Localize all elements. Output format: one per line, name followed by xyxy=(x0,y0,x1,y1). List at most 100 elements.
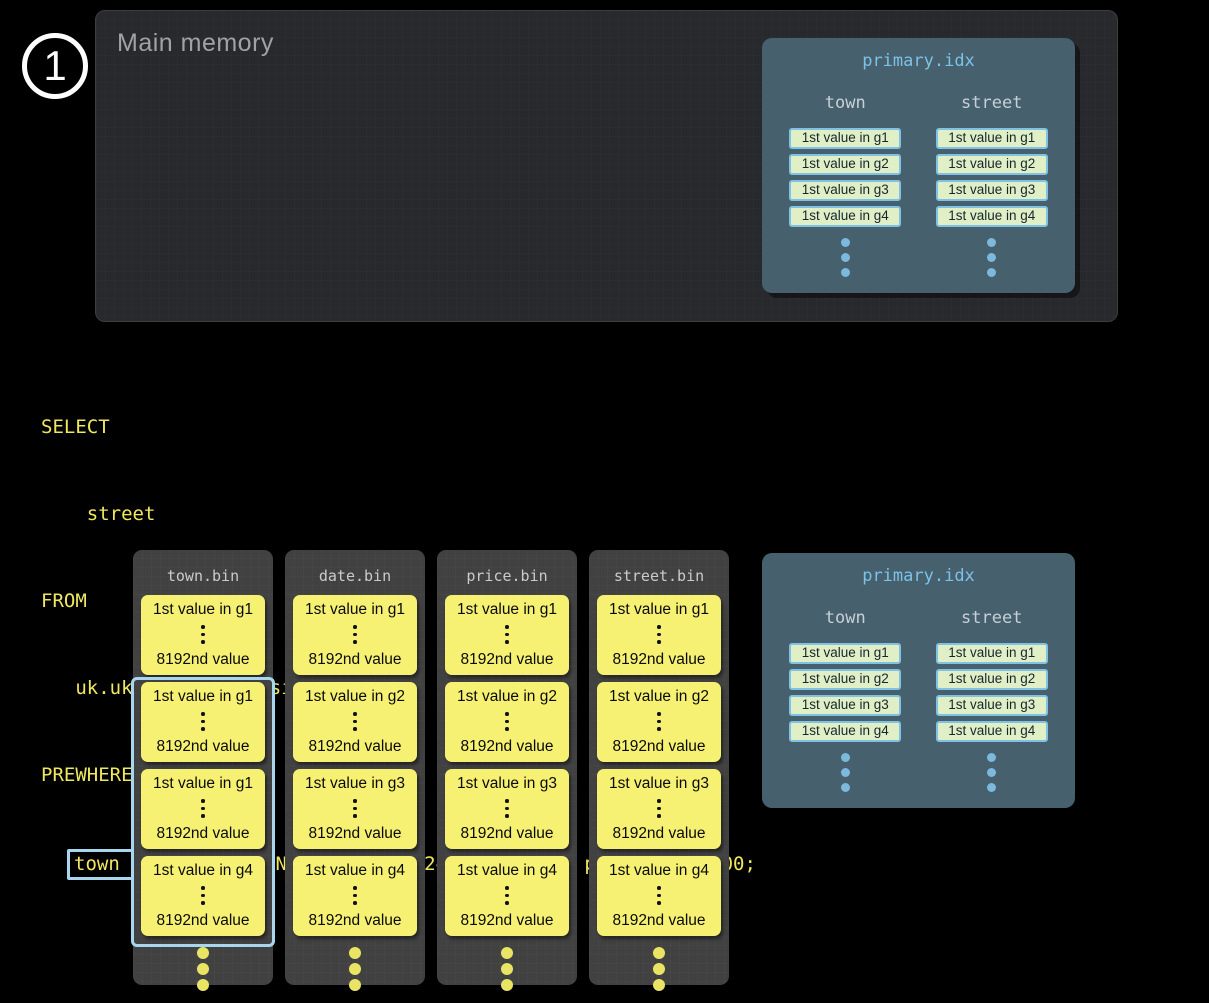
primary-index-title: primary.idx xyxy=(862,566,975,586)
granule-last-value: 8192nd value xyxy=(612,825,706,842)
granule-first-value: 1st value in g1 xyxy=(609,601,709,618)
granule-last-value: 8192nd value xyxy=(156,912,250,929)
index-entry: 1st value in g2 xyxy=(935,154,1048,175)
granule-dots-icon xyxy=(657,625,661,644)
ellipsis-dots-icon xyxy=(987,238,997,277)
index-entry: 1st value in g3 xyxy=(789,695,902,716)
index-entry: 1st value in g2 xyxy=(789,669,902,690)
granule-last-value: 8192nd value xyxy=(460,738,554,755)
step-badge: 1 xyxy=(22,33,88,99)
granule-first-value: 1st value in g2 xyxy=(457,688,557,705)
main-memory-title: Main memory xyxy=(117,29,274,57)
index-column-header: town xyxy=(824,608,866,628)
bin-file-column-town-bin: town.bin 1st value in g1 8192nd value 1s… xyxy=(131,550,275,991)
ellipsis-dots-icon xyxy=(285,947,425,991)
granule-last-value: 8192nd value xyxy=(612,651,706,668)
granule-first-value: 1st value in g4 xyxy=(305,862,405,879)
granule-last-value: 8192nd value xyxy=(156,825,250,842)
index-entry: 1st value in g1 xyxy=(789,128,902,149)
bin-file-title: price.bin xyxy=(466,567,548,585)
sql-line: SELECT xyxy=(41,416,110,438)
granule-block: 1st value in g1 8192nd value xyxy=(141,682,265,762)
step-number: 1 xyxy=(43,42,67,89)
granule-first-value: 1st value in g4 xyxy=(457,862,557,879)
ellipsis-dots-icon xyxy=(840,238,850,277)
granule-dots-icon xyxy=(353,712,357,731)
granule-first-value: 1st value in g3 xyxy=(457,775,557,792)
granule-dots-icon xyxy=(353,799,357,818)
granule-dots-icon xyxy=(201,712,205,731)
index-entry-list: 1st value in g1 1st value in g2 1st value … xyxy=(789,643,902,742)
bin-file-column-date-bin: date.bin 1st value in g1 8192nd value 1s… xyxy=(285,550,425,991)
granule-first-value: 1st value in g4 xyxy=(609,862,709,879)
ellipsis-dots-icon xyxy=(840,753,850,792)
granule-block: 1st value in g4 8192nd value xyxy=(141,856,265,936)
primary-index-columns: town 1st value in g1 1st value in g2 1st v… xyxy=(772,93,1065,277)
granule-dots-icon xyxy=(353,886,357,905)
granule-first-value: 1st value in g1 xyxy=(153,601,253,618)
granule-last-value: 8192nd value xyxy=(308,651,402,668)
primary-index-panel-memory: primary.idx town 1st value in g1 1st valu… xyxy=(762,38,1075,293)
index-entry: 1st value in g3 xyxy=(935,180,1048,201)
index-entry-list: 1st value in g1 1st value in g2 1st value … xyxy=(935,128,1048,227)
primary-index-title: primary.idx xyxy=(862,51,975,71)
bin-file-title: date.bin xyxy=(318,567,392,585)
index-column-street: street 1st value in g1 1st value in g2 1st… xyxy=(919,93,1066,277)
granule-dots-icon xyxy=(505,799,509,818)
granule-dots-icon xyxy=(505,886,509,905)
granule-block: 1st value in g1 8192nd value xyxy=(597,595,721,675)
granule-first-value: 1st value in g2 xyxy=(305,688,405,705)
granule-block: 1st value in g1 8192nd value xyxy=(293,595,417,675)
granule-dots-icon xyxy=(201,799,205,818)
index-entry: 1st value in g3 xyxy=(789,180,902,201)
index-entry: 1st value in g2 xyxy=(789,154,902,175)
granule-block: 1st value in g3 8192nd value xyxy=(597,769,721,849)
index-column-header: town xyxy=(824,93,866,113)
bin-file-column-street-bin: street.bin 1st value in g1 8192nd value … xyxy=(589,550,729,991)
granule-list: 1st value in g1 8192nd value 1st value i… xyxy=(445,595,569,936)
granule-block: 1st value in g4 8192nd value xyxy=(597,856,721,936)
index-entry: 1st value in g2 xyxy=(935,669,1048,690)
granule-first-value: 1st value in g3 xyxy=(609,775,709,792)
granule-block: 1st value in g2 8192nd value xyxy=(445,682,569,762)
granule-last-value: 8192nd value xyxy=(460,912,554,929)
granule-dots-icon xyxy=(657,712,661,731)
bin-file-title: town.bin xyxy=(166,567,240,585)
granule-list: 1st value in g1 8192nd value 1st value i… xyxy=(293,595,417,936)
granule-first-value: 1st value in g1 xyxy=(153,688,253,705)
index-column-town: town 1st value in g1 1st value in g2 1st v… xyxy=(772,93,919,277)
index-column-header: street xyxy=(961,93,1023,113)
granule-last-value: 8192nd value xyxy=(308,825,402,842)
granule-dots-icon xyxy=(201,886,205,905)
granule-dots-icon xyxy=(505,625,509,644)
granule-last-value: 8192nd value xyxy=(612,912,706,929)
ellipsis-dots-icon xyxy=(987,753,997,792)
granule-block: 1st value in g2 8192nd value xyxy=(293,682,417,762)
index-entry-list: 1st value in g1 1st value in g2 1st value … xyxy=(789,128,902,227)
sql-line: street xyxy=(41,503,156,525)
index-entry: 1st value in g1 xyxy=(935,128,1048,149)
index-entry-list: 1st value in g1 1st value in g2 1st value … xyxy=(935,643,1048,742)
granule-dots-icon xyxy=(353,625,357,644)
granule-last-value: 8192nd value xyxy=(156,651,250,668)
granule-dots-icon xyxy=(657,799,661,818)
granule-block: 1st value in g1 8192nd value xyxy=(141,769,265,849)
granule-block: 1st value in g4 8192nd value xyxy=(293,856,417,936)
granule-block: 1st value in g1 8192nd value xyxy=(445,595,569,675)
granule-last-value: 8192nd value xyxy=(308,738,402,755)
granule-list: 1st value in g1 8192nd value 1st value i… xyxy=(597,595,721,936)
sql-line: FROM xyxy=(41,590,87,612)
index-entry: 1st value in g1 xyxy=(789,643,902,664)
bin-file-title: street.bin xyxy=(613,567,705,585)
granule-last-value: 8192nd value xyxy=(308,912,402,929)
bin-file-row: town.bin 1st value in g1 8192nd value 1s… xyxy=(131,550,729,991)
granule-list: 1st value in g1 8192nd value 1st value i… xyxy=(141,595,265,936)
index-entry: 1st value in g3 xyxy=(935,695,1048,716)
granule-first-value: 1st value in g4 xyxy=(153,862,253,879)
granule-last-value: 8192nd value xyxy=(460,825,554,842)
sql-line: PREWHERE xyxy=(41,764,133,786)
index-entry: 1st value in g1 xyxy=(935,643,1048,664)
index-column-street: street 1st value in g1 1st value in g2 1st… xyxy=(919,608,1066,792)
primary-index-panel-disk: primary.idx town 1st value in g1 1st valu… xyxy=(762,553,1075,808)
